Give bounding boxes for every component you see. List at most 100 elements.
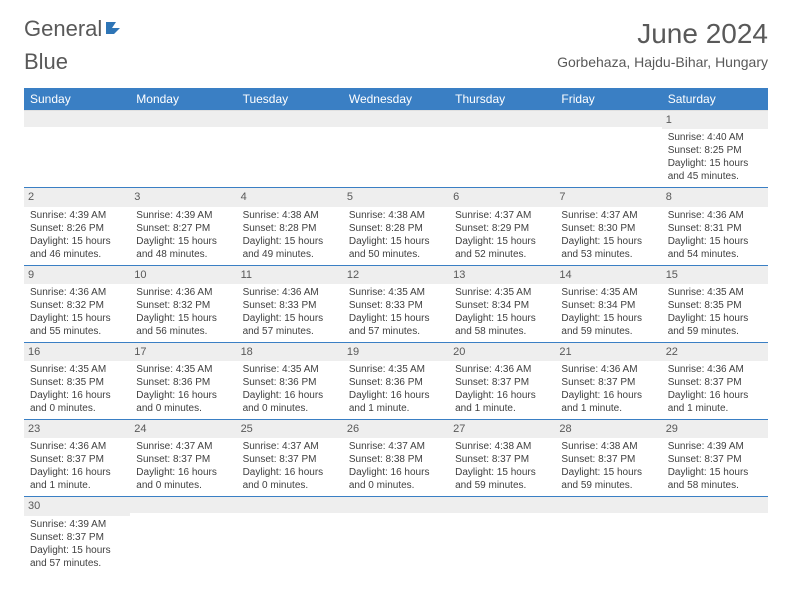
day-number: 29: [662, 420, 768, 438]
day-detail-line: and 49 minutes.: [243, 248, 337, 261]
calendar-day-cell: 19Sunrise: 4:35 AMSunset: 8:36 PMDayligh…: [343, 342, 449, 419]
calendar-day-cell: 21Sunrise: 4:36 AMSunset: 8:37 PMDayligh…: [555, 342, 661, 419]
day-detail-line: Sunrise: 4:35 AM: [561, 286, 655, 299]
calendar-week-row: 30Sunrise: 4:39 AMSunset: 8:37 PMDayligh…: [24, 497, 768, 574]
day-detail-line: Daylight: 16 hours: [455, 389, 549, 402]
day-detail-line: Sunrise: 4:36 AM: [455, 363, 549, 376]
calendar-day-cell: 16Sunrise: 4:35 AMSunset: 8:35 PMDayligh…: [24, 342, 130, 419]
calendar-day-cell: 8Sunrise: 4:36 AMSunset: 8:31 PMDaylight…: [662, 188, 768, 265]
day-detail-line: Sunrise: 4:35 AM: [243, 363, 337, 376]
day-detail-line: and 45 minutes.: [668, 170, 762, 183]
calendar-day-cell: 29Sunrise: 4:39 AMSunset: 8:37 PMDayligh…: [662, 420, 768, 497]
day-detail-line: and 57 minutes.: [349, 325, 443, 338]
day-detail-line: and 58 minutes.: [668, 479, 762, 492]
calendar-day-cell: 25Sunrise: 4:37 AMSunset: 8:37 PMDayligh…: [237, 420, 343, 497]
day-detail-line: Daylight: 15 hours: [668, 157, 762, 170]
day-detail-line: Daylight: 16 hours: [243, 389, 337, 402]
day-number: 14: [555, 266, 661, 284]
calendar-day-cell: 3Sunrise: 4:39 AMSunset: 8:27 PMDaylight…: [130, 188, 236, 265]
calendar-day-cell: [237, 111, 343, 188]
day-detail-line: Daylight: 16 hours: [30, 466, 124, 479]
day-detail-line: and 1 minute.: [561, 402, 655, 415]
calendar-day-cell: 4Sunrise: 4:38 AMSunset: 8:28 PMDaylight…: [237, 188, 343, 265]
calendar-day-cell: 27Sunrise: 4:38 AMSunset: 8:37 PMDayligh…: [449, 420, 555, 497]
day-number: 15: [662, 266, 768, 284]
day-detail-line: Daylight: 15 hours: [136, 312, 230, 325]
day-detail-line: Sunrise: 4:38 AM: [561, 440, 655, 453]
title-block: June 2024 Gorbehaza, Hajdu-Bihar, Hungar…: [557, 18, 768, 70]
day-detail-line: Daylight: 16 hours: [349, 466, 443, 479]
day-detail-line: Sunrise: 4:37 AM: [136, 440, 230, 453]
calendar-day-cell: 15Sunrise: 4:35 AMSunset: 8:35 PMDayligh…: [662, 265, 768, 342]
day-number: 4: [237, 188, 343, 206]
day-detail-line: Sunset: 8:37 PM: [30, 531, 124, 544]
day-number: 3: [130, 188, 236, 206]
day-detail-line: Sunrise: 4:37 AM: [455, 209, 549, 222]
day-detail-line: Sunrise: 4:39 AM: [136, 209, 230, 222]
day-detail-line: Sunrise: 4:36 AM: [668, 363, 762, 376]
day-detail-line: Sunrise: 4:38 AM: [349, 209, 443, 222]
day-detail-line: and 59 minutes.: [561, 479, 655, 492]
calendar-day-cell: 10Sunrise: 4:36 AMSunset: 8:32 PMDayligh…: [130, 265, 236, 342]
day-detail-line: Sunrise: 4:36 AM: [30, 440, 124, 453]
day-number: 27: [449, 420, 555, 438]
day-detail-line: Sunset: 8:34 PM: [455, 299, 549, 312]
day-detail-line: Daylight: 15 hours: [30, 544, 124, 557]
calendar-day-cell: 12Sunrise: 4:35 AMSunset: 8:33 PMDayligh…: [343, 265, 449, 342]
day-detail-line: Sunrise: 4:36 AM: [30, 286, 124, 299]
day-detail-line: Daylight: 15 hours: [136, 235, 230, 248]
day-detail-line: Sunset: 8:36 PM: [349, 376, 443, 389]
day-detail-line: Sunset: 8:37 PM: [455, 376, 549, 389]
day-detail-line: Sunset: 8:37 PM: [561, 453, 655, 466]
day-detail-line: Daylight: 15 hours: [668, 466, 762, 479]
day-detail-line: Daylight: 16 hours: [30, 389, 124, 402]
day-detail-line: and 0 minutes.: [30, 402, 124, 415]
calendar-week-row: 9Sunrise: 4:36 AMSunset: 8:32 PMDaylight…: [24, 265, 768, 342]
day-detail-line: Sunrise: 4:37 AM: [561, 209, 655, 222]
day-number: 1: [662, 111, 768, 129]
day-detail-line: Sunset: 8:35 PM: [30, 376, 124, 389]
calendar-day-cell: 22Sunrise: 4:36 AMSunset: 8:37 PMDayligh…: [662, 342, 768, 419]
calendar-day-cell: 7Sunrise: 4:37 AMSunset: 8:30 PMDaylight…: [555, 188, 661, 265]
calendar-day-cell: [130, 497, 236, 574]
day-number: 12: [343, 266, 449, 284]
day-detail-line: Sunset: 8:37 PM: [455, 453, 549, 466]
calendar-day-cell: 9Sunrise: 4:36 AMSunset: 8:32 PMDaylight…: [24, 265, 130, 342]
day-number: [130, 497, 236, 513]
day-detail-line: Sunset: 8:28 PM: [243, 222, 337, 235]
day-detail-line: and 57 minutes.: [30, 557, 124, 570]
day-detail-line: Daylight: 15 hours: [349, 312, 443, 325]
calendar-day-cell: [343, 111, 449, 188]
day-detail-line: Sunrise: 4:35 AM: [30, 363, 124, 376]
day-detail-line: and 1 minute.: [349, 402, 443, 415]
calendar-day-cell: [24, 111, 130, 188]
calendar-day-cell: 28Sunrise: 4:38 AMSunset: 8:37 PMDayligh…: [555, 420, 661, 497]
logo-text-1: General: [24, 16, 102, 41]
day-detail-line: Daylight: 16 hours: [136, 466, 230, 479]
day-detail-line: Sunset: 8:35 PM: [668, 299, 762, 312]
calendar-day-cell: [662, 497, 768, 574]
day-detail-line: Sunrise: 4:35 AM: [349, 286, 443, 299]
day-detail-line: and 0 minutes.: [349, 479, 443, 492]
day-number: 30: [24, 497, 130, 515]
day-detail-line: Daylight: 16 hours: [561, 389, 655, 402]
day-number: [343, 111, 449, 127]
logo-text-2: Blue: [24, 49, 68, 74]
day-number: 25: [237, 420, 343, 438]
day-detail-line: Sunset: 8:32 PM: [30, 299, 124, 312]
calendar-day-cell: 23Sunrise: 4:36 AMSunset: 8:37 PMDayligh…: [24, 420, 130, 497]
day-detail-line: Sunset: 8:29 PM: [455, 222, 549, 235]
location: Gorbehaza, Hajdu-Bihar, Hungary: [557, 54, 768, 70]
weekday-header: Wednesday: [343, 88, 449, 111]
calendar-day-cell: 18Sunrise: 4:35 AMSunset: 8:36 PMDayligh…: [237, 342, 343, 419]
day-detail-line: Sunrise: 4:37 AM: [349, 440, 443, 453]
day-detail-line: Daylight: 16 hours: [668, 389, 762, 402]
weekday-header: Friday: [555, 88, 661, 111]
day-detail-line: Sunrise: 4:39 AM: [30, 209, 124, 222]
day-number: 28: [555, 420, 661, 438]
weekday-header: Sunday: [24, 88, 130, 111]
calendar-day-cell: 14Sunrise: 4:35 AMSunset: 8:34 PMDayligh…: [555, 265, 661, 342]
day-detail-line: Sunrise: 4:36 AM: [136, 286, 230, 299]
day-number: [237, 497, 343, 513]
day-number: 22: [662, 343, 768, 361]
